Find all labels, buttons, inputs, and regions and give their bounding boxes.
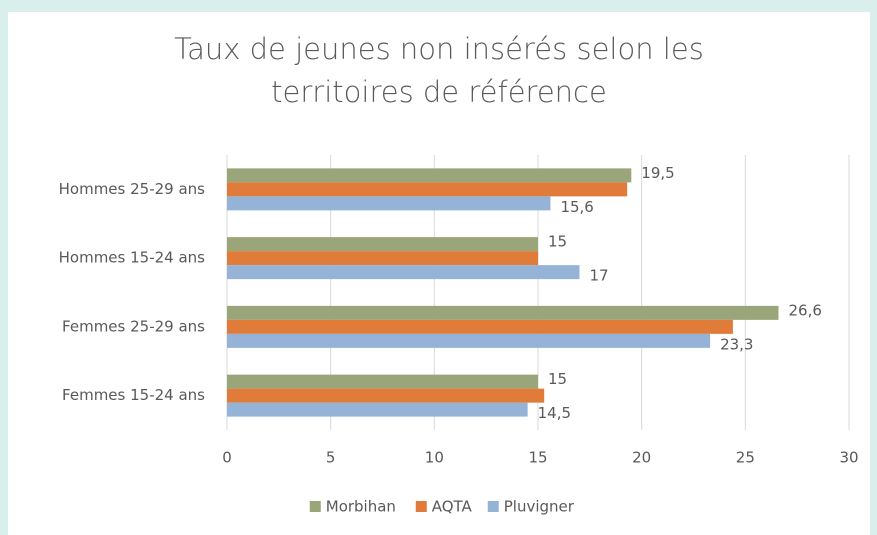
bar (227, 251, 538, 266)
x-tick-label: 15 (528, 449, 547, 467)
bar (227, 237, 538, 252)
data-label: 19,5 (641, 164, 674, 182)
bar (227, 319, 733, 334)
x-tick-label: 25 (736, 449, 755, 467)
legend-label: Morbihan (326, 498, 396, 516)
legend-label: Pluvigner (504, 498, 575, 516)
data-label: 15 (548, 233, 567, 251)
y-tick-label: Femmes 15-24 ans (62, 386, 205, 404)
bar (227, 265, 580, 280)
legend-label: AQTA (432, 498, 473, 516)
data-label: 14,5 (538, 404, 571, 422)
y-tick-label: Femmes 25-29 ans (62, 317, 205, 335)
x-tick-label: 5 (326, 449, 336, 467)
bar (227, 168, 632, 183)
x-tick-label: 20 (632, 449, 651, 467)
legend-swatch (487, 501, 499, 512)
x-tick-label: 30 (839, 449, 858, 467)
legend-swatch (415, 501, 427, 512)
bar (227, 374, 538, 389)
x-tick-label: 0 (222, 449, 232, 467)
y-tick-label: Hommes 15-24 ans (59, 249, 206, 267)
bar (227, 182, 628, 197)
data-label: 15 (548, 370, 567, 388)
y-tick-label: Hommes 25-29 ans (59, 180, 206, 198)
x-tick-label: 10 (425, 449, 444, 467)
data-label: 17 (589, 267, 608, 285)
chart-title: Taux de jeunes non insérés selon les ter… (174, 32, 704, 109)
bar (227, 388, 545, 403)
legend-swatch (309, 501, 321, 512)
data-label: 26,6 (789, 301, 822, 319)
bar (227, 333, 711, 348)
bar (227, 196, 551, 211)
bar (227, 305, 779, 320)
data-label: 15,6 (560, 198, 593, 216)
bar (227, 402, 528, 417)
data-label: 23,3 (720, 335, 753, 353)
